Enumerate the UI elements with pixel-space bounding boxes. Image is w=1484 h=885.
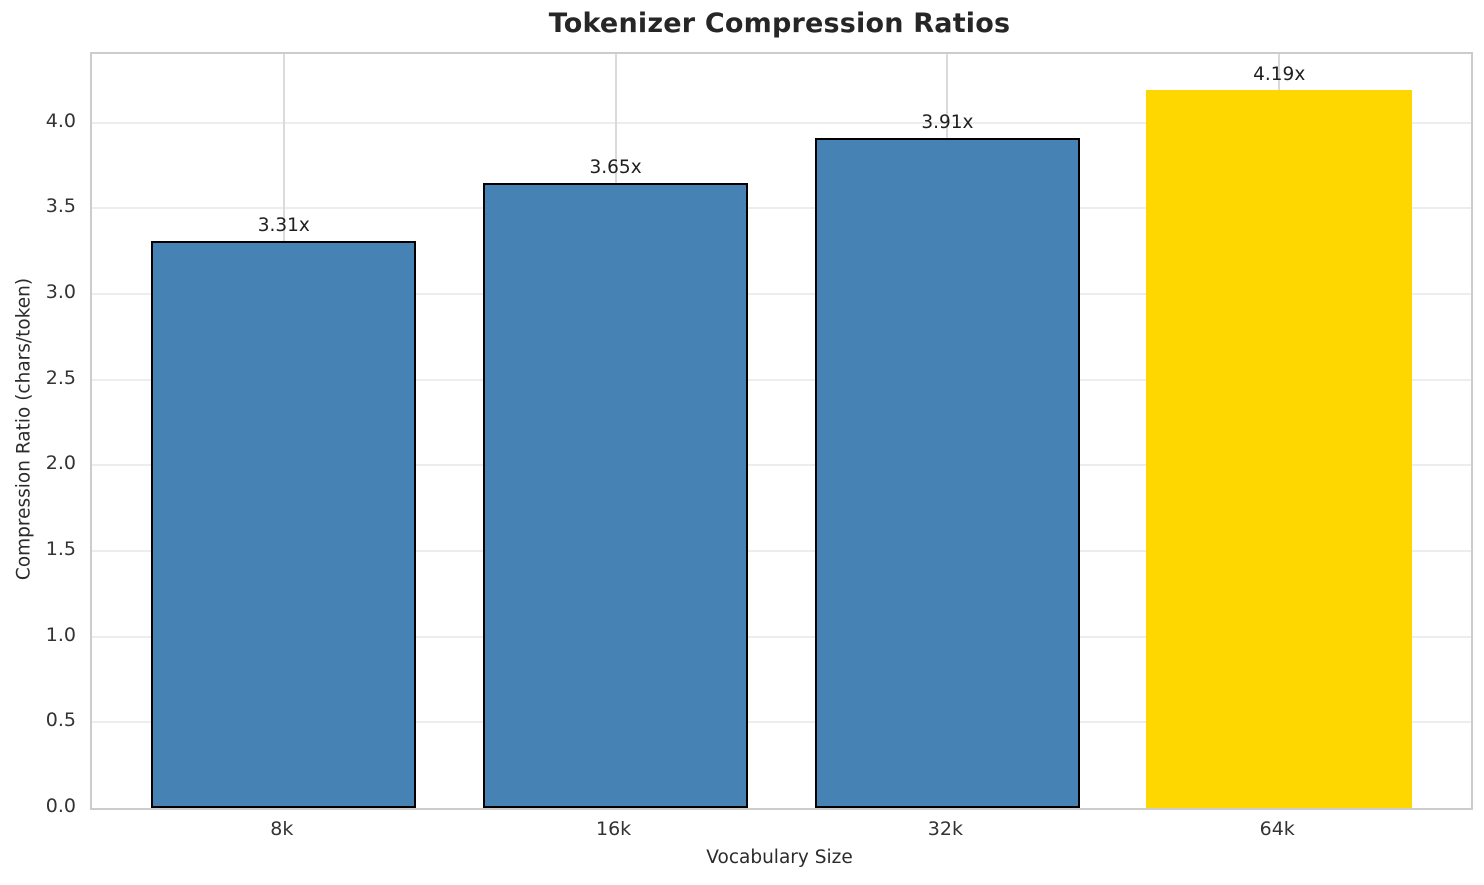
x-tick-label: 32k — [927, 818, 963, 840]
h-gridline — [92, 378, 1471, 381]
y-tick-label: 3.5 — [45, 195, 76, 218]
y-axis-label: Compression Ratio (chars/token) — [13, 277, 35, 581]
h-gridline — [92, 464, 1471, 467]
x-axis-label: Vocabulary Size — [706, 847, 853, 868]
h-gridline — [92, 635, 1471, 638]
h-gridline — [92, 292, 1471, 295]
y-tick-label: 2.5 — [45, 366, 76, 389]
y-tick-label: 0.5 — [45, 709, 76, 732]
h-gridline — [92, 721, 1471, 724]
y-tick-label: 0.0 — [45, 795, 76, 817]
bar — [482, 182, 749, 808]
h-gridline — [92, 121, 1471, 124]
y-tick-label: 3.0 — [45, 280, 76, 303]
y-tick-label: 1.0 — [45, 623, 76, 646]
x-tick-label: 8k — [270, 818, 294, 840]
plot-area: 3.31x 3.65x 3.91x 4.19x — [90, 52, 1473, 810]
y-tick-label: 1.5 — [45, 537, 76, 560]
y-tick-label: 2.0 — [45, 452, 76, 475]
h-gridline — [92, 549, 1471, 552]
y-tick-label: 4.0 — [45, 109, 76, 132]
x-tick-label: 64k — [1259, 818, 1295, 840]
bar — [1146, 90, 1412, 808]
bar-value-label: 4.19x — [1253, 64, 1306, 85]
chart-title: Tokenizer Compression Ratios — [548, 8, 1011, 39]
bar-value-label: 3.91x — [921, 111, 974, 133]
bar — [151, 240, 417, 808]
bar-value-label: 3.65x — [589, 156, 642, 178]
bar-value-label: 3.31x — [257, 214, 310, 236]
x-tick-label: 16k — [596, 818, 632, 840]
h-gridline — [92, 207, 1471, 210]
bar — [814, 137, 1081, 808]
